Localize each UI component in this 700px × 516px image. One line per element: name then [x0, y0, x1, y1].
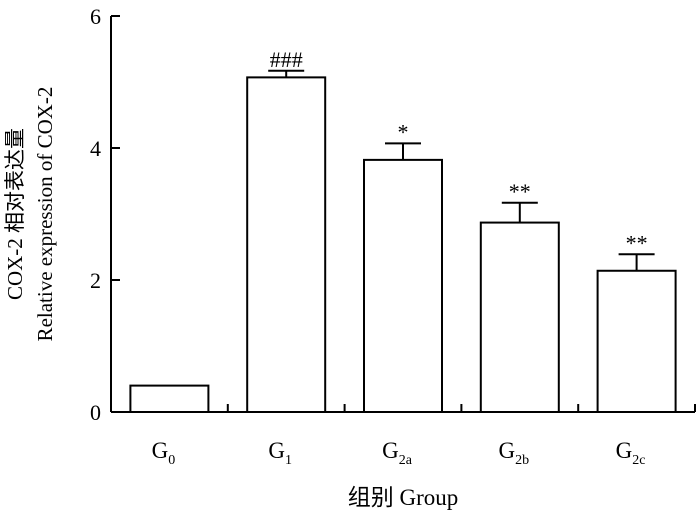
category-subscript-4: 2c — [632, 453, 645, 468]
category-label-1: G1 — [268, 438, 292, 468]
x-axis-label: 组别 Group — [348, 485, 459, 510]
significance-mark-1: ### — [270, 47, 303, 72]
bars — [129, 69, 677, 414]
bar-4 — [596, 269, 677, 414]
category-label-3: G2b — [498, 438, 529, 468]
significance-mark-4: ** — [626, 230, 648, 255]
category-subscript-0: 0 — [168, 453, 175, 468]
y-axis-label-en: Relative expression of COX-2 — [33, 87, 57, 342]
y-tick-label-3: 6 — [90, 4, 101, 29]
category-subscript-3: 2b — [515, 453, 529, 468]
y-tick-label-2: 4 — [90, 136, 101, 161]
bar-2 — [363, 158, 443, 413]
y-tick-label-0: 0 — [90, 400, 101, 425]
category-label-2: G2a — [382, 438, 413, 468]
category-subscript-1: 1 — [285, 453, 292, 468]
category-label-4: G2c — [616, 438, 646, 468]
category-subscript-2: 2a — [399, 453, 413, 468]
category-label-0: G0 — [152, 438, 176, 468]
y-tick-label-1: 2 — [90, 268, 101, 293]
significance-mark-3: ** — [509, 179, 531, 204]
y-axis-label-cn: COX-2 相对表达量 — [3, 128, 27, 300]
bar-0 — [129, 384, 210, 414]
bar-1 — [246, 76, 327, 413]
significance-mark-2: * — [398, 119, 409, 144]
bar-3 — [479, 221, 560, 413]
